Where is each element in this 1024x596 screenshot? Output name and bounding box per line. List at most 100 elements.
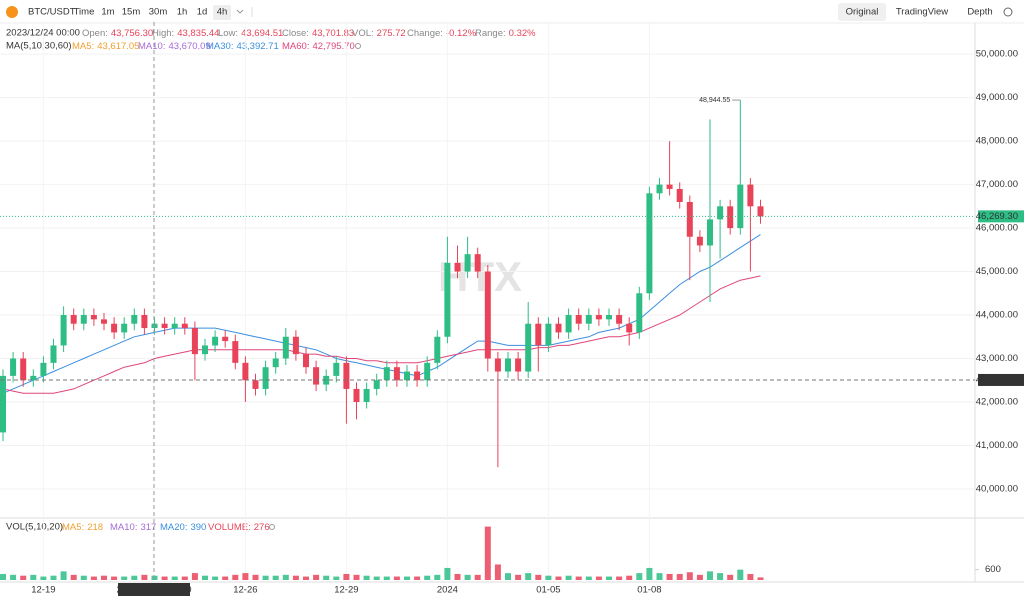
crosshair-price-box <box>978 373 1024 386</box>
legend-value: 218 <box>87 522 103 533</box>
volume-bar <box>292 575 299 580</box>
volume-bar <box>242 573 249 580</box>
candle-body <box>606 315 612 320</box>
candle-body <box>353 388 360 402</box>
info-label: Low: <box>218 28 238 39</box>
volume-bar <box>747 573 754 580</box>
y-tick-label: 49,000.00 <box>976 92 1018 103</box>
interval-button[interactable]: 30m <box>149 7 168 18</box>
legend-item: MA20: 390 <box>160 522 206 533</box>
candle-body <box>484 271 491 359</box>
ma-title: MA(5,10,30,60) <box>6 41 71 52</box>
info-label: Close: <box>282 28 309 39</box>
candle-body <box>50 345 57 363</box>
volume-bar <box>575 576 582 580</box>
candle-body <box>474 254 481 272</box>
crosshair-time-label: 2023-12-23 10:00 <box>116 585 191 596</box>
volume-bar <box>616 576 623 580</box>
candle-body <box>343 362 350 389</box>
legend-item: MA5: 43,617.05 <box>72 41 139 52</box>
legend-label: MA60: <box>282 41 309 52</box>
volume-bar <box>252 574 259 580</box>
volume-bar <box>626 575 633 580</box>
interval-button[interactable]: 1h <box>177 7 188 18</box>
volume-bar <box>737 569 744 580</box>
candle-body <box>525 323 532 372</box>
candle-body <box>222 336 229 342</box>
volume-bar <box>717 573 724 580</box>
candle-body <box>747 184 754 207</box>
volume-bar <box>10 574 17 580</box>
candle-body <box>363 388 370 402</box>
info-label: VOL: <box>352 28 374 39</box>
candle-body <box>404 371 410 381</box>
candle-body <box>232 341 239 363</box>
legend-value: 276 <box>254 522 270 533</box>
info-value: 43,756.30 <box>111 28 153 39</box>
candle-body <box>414 371 421 381</box>
legend-item: MA10: 317 <box>110 522 156 533</box>
ma-line <box>2 234 761 394</box>
volume-bar <box>565 575 572 580</box>
volume-bar <box>171 576 178 580</box>
volume-bar <box>50 575 57 580</box>
candle-body <box>616 315 623 324</box>
volume-bar <box>727 574 734 580</box>
x-tick-label: 12-19 <box>31 585 55 596</box>
volume-bar <box>202 575 208 580</box>
crosshair-price-label: 42,506.20 <box>976 374 1018 385</box>
volume-bar <box>282 574 289 580</box>
volume-bar <box>313 574 320 580</box>
candle-body <box>303 354 309 368</box>
legend-value: 43,670.09 <box>168 41 210 52</box>
view-tab[interactable]: Original <box>846 7 879 18</box>
candle-body <box>454 262 461 272</box>
eye-icon[interactable] <box>269 524 275 530</box>
volume-bar <box>262 575 269 580</box>
candle-body <box>141 315 148 329</box>
interval-button[interactable]: 1m <box>101 7 114 18</box>
vol-title: VOL(5,10,20) <box>6 522 63 533</box>
candle-body <box>20 358 27 381</box>
volume-bar <box>121 576 128 580</box>
candle-body <box>383 367 390 381</box>
volume-bar <box>272 575 279 580</box>
volume-bar <box>454 573 461 580</box>
volume-bar <box>656 573 663 580</box>
candle-body <box>70 315 77 324</box>
candle-body <box>252 380 259 389</box>
volume-bar <box>383 576 390 580</box>
interval-button[interactable]: 1d <box>197 7 208 18</box>
volume-bar <box>80 575 87 580</box>
info-value: -0.12% <box>446 28 477 39</box>
volume-bar <box>323 575 330 580</box>
info-item: VOL: 275.72 <box>352 28 406 39</box>
legend-value: 390 <box>190 522 206 533</box>
eye-icon[interactable] <box>355 43 361 49</box>
candle-body <box>555 323 562 333</box>
interval-button[interactable]: Time <box>74 7 95 18</box>
last-price-box <box>978 210 1024 223</box>
candle-body <box>313 367 320 385</box>
volume-bar <box>444 567 451 580</box>
x-tick-label: 2024 <box>437 585 458 596</box>
legend-item: VOLUME: 276 <box>208 522 270 533</box>
y-tick-label: 44,000.00 <box>976 310 1018 321</box>
candle-body <box>444 262 451 337</box>
screenshot-icon[interactable] <box>1003 7 1013 17</box>
volume-bar <box>484 526 491 580</box>
volume-bar <box>424 575 431 580</box>
legend-label: MA10: <box>138 41 165 52</box>
view-tab[interactable]: TradingView <box>896 7 948 18</box>
view-tab[interactable]: Depth <box>967 7 992 18</box>
candle-body <box>40 362 47 376</box>
candle-body <box>676 188 683 202</box>
volume-bar <box>343 573 350 580</box>
candle-body <box>161 323 168 329</box>
interval-button[interactable]: 4h <box>217 7 228 18</box>
volume-bar <box>494 564 501 580</box>
interval-button[interactable]: 15m <box>122 7 141 18</box>
candle-body <box>101 319 107 324</box>
candle-body <box>505 358 511 372</box>
